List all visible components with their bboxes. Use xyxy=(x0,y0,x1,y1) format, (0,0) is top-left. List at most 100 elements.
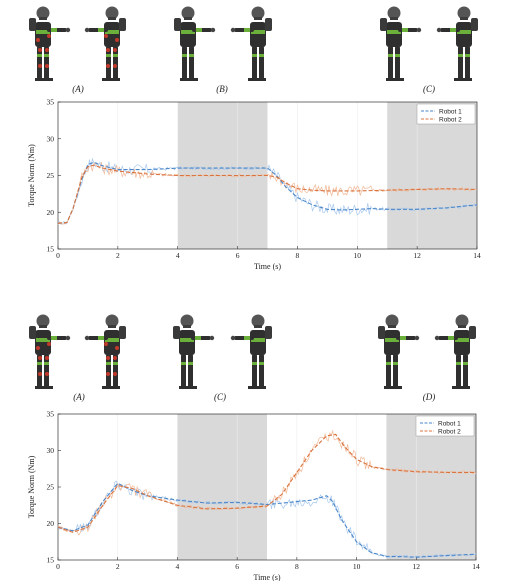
robot-hand xyxy=(65,27,71,33)
robot-head xyxy=(385,314,399,328)
robot-right-foot xyxy=(395,78,404,81)
robot-hand xyxy=(84,27,90,33)
legend-label: Robot 1 xyxy=(438,420,461,427)
robot-torso xyxy=(456,22,472,47)
robot-left-leg xyxy=(259,354,264,388)
robot-hand xyxy=(436,27,442,33)
robot-head xyxy=(251,6,265,20)
robot-joint-marker xyxy=(38,356,42,360)
y-tick-label: 25 xyxy=(47,483,55,492)
humanoid-robot-icon xyxy=(434,314,476,389)
x-tick-label: 10 xyxy=(353,562,361,571)
robot-knee-stripe-right xyxy=(106,54,111,57)
robot-torso xyxy=(386,22,402,47)
y-tick-label: 35 xyxy=(47,98,55,107)
robot-joint-marker xyxy=(38,48,42,52)
humanoid-robot-icon xyxy=(29,6,71,81)
x-tick-label: 8 xyxy=(296,251,300,260)
robot-joint-marker xyxy=(106,372,110,376)
robot-chest-stripe xyxy=(36,30,50,34)
robot-knee-stripe-right xyxy=(189,54,194,57)
robot-hand xyxy=(230,335,236,341)
robot-right-leg xyxy=(393,354,398,388)
robot-joint-marker xyxy=(106,64,110,68)
robot-right-foot xyxy=(393,386,402,389)
robot-knee-stripe-left xyxy=(259,362,264,365)
robot-joint-marker xyxy=(115,38,119,42)
robot-knee-stripe-right xyxy=(252,362,257,365)
top-figure-panel: (A) (B) (C) 0 2 4 6 8 10 12 14 15 20 25 30 35 Time (s) To… xyxy=(0,0,513,271)
robot-knee-stripe-right xyxy=(188,362,193,365)
robot-chest-stripe xyxy=(181,30,195,34)
robot-torso xyxy=(250,330,266,355)
robot-backpack xyxy=(29,326,36,339)
robot-arm-stripe xyxy=(402,28,408,32)
humanoid-robot-icon xyxy=(230,314,272,389)
robot-chest-stripe xyxy=(251,338,265,342)
robot-arm-stripe xyxy=(195,336,201,340)
robot-knee-stripe-left xyxy=(463,362,468,365)
robot-joint-marker xyxy=(113,64,117,68)
robot-hand xyxy=(210,27,216,33)
robot-left-leg xyxy=(182,46,187,80)
robot-left-leg xyxy=(463,354,468,388)
robot-right-foot xyxy=(102,78,111,81)
robot-neck xyxy=(184,17,192,20)
robot-backpack xyxy=(471,18,478,31)
robot-hand xyxy=(434,335,440,341)
robot-knee-stripe-right xyxy=(44,362,49,365)
x-axis-label: Time (s) xyxy=(253,573,280,581)
robot-right-foot xyxy=(248,386,257,389)
robot-knee-stripe-left xyxy=(113,54,118,57)
shaded-phase-region xyxy=(177,414,267,560)
phase-label: (B) xyxy=(216,84,228,94)
humanoid-robot-icon xyxy=(380,6,422,81)
series-line xyxy=(57,482,477,558)
robot-right-foot xyxy=(454,78,463,81)
robot-neck xyxy=(108,325,116,328)
robot-joint-marker xyxy=(113,48,117,52)
robot-arm-stripe xyxy=(400,336,406,340)
robot-backpack xyxy=(174,18,181,31)
robot-joint-marker xyxy=(38,372,42,376)
robot-chest-stripe xyxy=(251,30,265,34)
robot-head xyxy=(105,314,119,328)
robot-chest-stripe xyxy=(387,30,401,34)
robot-chest-stripe xyxy=(105,30,119,34)
x-tick-label: 4 xyxy=(176,251,180,260)
robot-arm-stripe xyxy=(448,336,454,340)
x-tick-label: 2 xyxy=(116,562,120,571)
robot-joint-marker xyxy=(104,34,108,38)
robot-neck xyxy=(254,17,262,20)
robot-left-leg xyxy=(181,354,186,388)
robot-backpack xyxy=(173,326,180,339)
robot-right-leg xyxy=(252,354,257,388)
y-tick-label: 30 xyxy=(47,446,55,455)
robot-neck xyxy=(39,325,47,328)
x-tick-label: 2 xyxy=(116,251,120,260)
robot-joint-marker xyxy=(47,34,51,38)
robot-hand xyxy=(416,27,422,33)
y-tick-label: 15 xyxy=(47,245,55,254)
x-tick-label: 10 xyxy=(354,251,362,260)
robot-arm-stripe xyxy=(450,28,456,32)
robot-left-foot xyxy=(111,78,120,81)
x-tick-label: 14 xyxy=(472,562,480,571)
robot-left-foot xyxy=(386,78,395,81)
robot-hand xyxy=(414,335,420,341)
robot-left-foot xyxy=(461,386,470,389)
robot-joint-marker xyxy=(38,64,42,68)
robot-head xyxy=(181,6,195,20)
robot-backpack xyxy=(265,326,272,339)
phase-label: (A) xyxy=(72,84,84,94)
robot-left-foot xyxy=(384,386,393,389)
robot-backpack xyxy=(469,326,476,339)
y-tick-label: 35 xyxy=(47,410,55,419)
robot-left-leg xyxy=(388,46,393,80)
robot-joint-marker xyxy=(115,346,119,350)
robot-head xyxy=(180,314,194,328)
robot-joint-marker xyxy=(47,342,51,346)
robot-right-leg xyxy=(456,354,461,388)
robot-knee-stripe-left xyxy=(37,54,42,57)
